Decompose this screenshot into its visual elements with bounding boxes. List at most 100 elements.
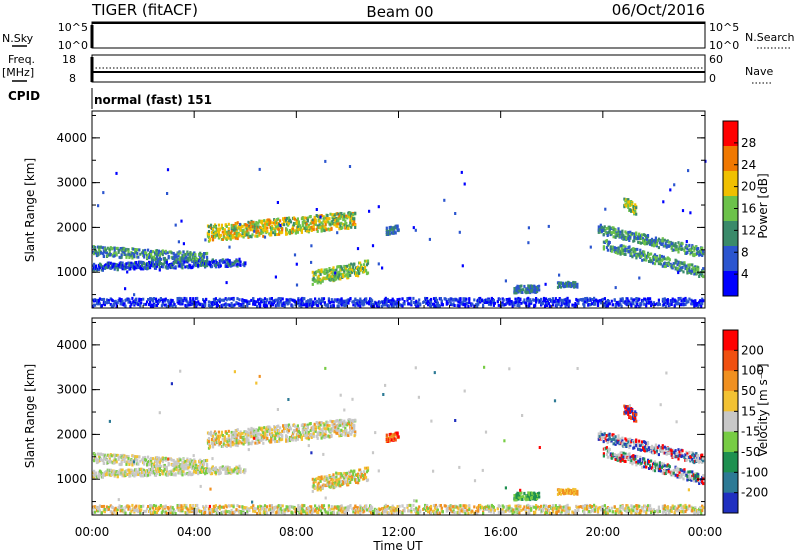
range-gate-cell: [138, 297, 141, 301]
range-gate-cell: [684, 246, 687, 250]
range-gate-cell: [328, 424, 331, 428]
range-gate-cell: [690, 271, 693, 275]
range-gate-cell: [649, 257, 652, 261]
range-gate-cell: [473, 298, 476, 302]
range-gate-cell: [351, 219, 354, 223]
range-gate-cell: [548, 304, 551, 308]
range-gate-cell: [221, 237, 224, 241]
range-gate-cell: [515, 291, 518, 295]
range-gate-cell: [166, 266, 169, 270]
range-gate-cell: [406, 298, 409, 302]
range-gate-cell: [663, 297, 666, 301]
range-gate-cell: [428, 237, 431, 241]
range-gate-cell: [648, 260, 651, 263]
range-gate-cell: [164, 458, 167, 462]
range-gate-cell: [654, 238, 657, 242]
range-gate-cell: [240, 441, 243, 445]
range-gate-cell: [554, 297, 557, 301]
range-gate-cell: [337, 419, 340, 423]
range-gate-cell: [115, 253, 118, 257]
range-gate-cell: [681, 262, 684, 266]
range-gate-cell: [102, 191, 105, 195]
range-gate-cell: [446, 301, 449, 305]
range-gate-cell: [225, 238, 228, 241]
range-gate-cell: [339, 277, 342, 281]
range-gate-cell: [221, 444, 224, 448]
range-gate-cell: [363, 466, 367, 470]
range-gate-cell: [225, 303, 228, 307]
range-gate-cell: [137, 255, 140, 259]
range-gate-cell: [246, 440, 249, 444]
range-gate-cell: [230, 229, 233, 233]
range-gate-cell: [363, 472, 367, 476]
range-gate-cell: [250, 227, 253, 231]
range-gate-cell: [354, 226, 357, 229]
range-gate-cell: [254, 234, 257, 238]
range-gate-cell: [432, 302, 436, 306]
range-gate-cell: [528, 304, 531, 308]
range-gate-cell: [395, 304, 398, 308]
range-gate-cell: [487, 298, 491, 302]
range-gate-cell: [184, 472, 187, 476]
range-gate-cell: [694, 269, 697, 273]
range-gate-cell: [358, 271, 361, 275]
range-gate-cell: [271, 224, 274, 228]
range-gate-cell: [342, 275, 345, 278]
range-gate-cell: [444, 297, 447, 301]
range-gate-cell: [438, 304, 441, 308]
range-gate-cell: [260, 438, 263, 442]
range-gate-cell: [473, 304, 476, 308]
range-gate-cell: [114, 299, 117, 303]
range-gate-cell: [624, 245, 627, 249]
range-gate-cell: [677, 241, 680, 245]
range-gate-cell: [634, 209, 637, 213]
range-gate-cell: [331, 220, 334, 223]
range-gate-cell: [266, 437, 269, 440]
range-gate-cell: [357, 481, 360, 485]
range-gate-cell: [310, 229, 313, 232]
range-gate-cell: [337, 212, 340, 216]
range-gate-cell: [660, 254, 663, 258]
range-gate-cell: [468, 297, 471, 301]
range-gate-cell: [681, 242, 684, 246]
range-gate-cell: [318, 427, 321, 430]
range-gate-cell: [170, 472, 173, 476]
range-gate-cell: [187, 301, 190, 305]
range-gate-cell: [183, 467, 186, 471]
range-gate-cell: [163, 463, 166, 467]
range-gate-cell: [255, 430, 258, 434]
range-gate-cell: [203, 260, 206, 264]
range-gate-cell: [527, 290, 530, 294]
range-gate-cell: [593, 296, 596, 300]
range-gate-cell: [112, 303, 115, 307]
range-gate-cell: [347, 301, 350, 305]
range-gate-cell: [677, 260, 680, 264]
range-gate-cell: [409, 296, 412, 300]
range-gate-cell: [547, 302, 550, 306]
range-gate-cell: [244, 432, 247, 436]
range-gate-cell: [328, 474, 331, 477]
range-gate-cell: [445, 300, 448, 304]
range-gate-cell: [702, 275, 705, 279]
range-gate-cell: [700, 304, 703, 308]
range-gate-cell: [336, 222, 339, 226]
range-gate-cell: [687, 169, 690, 173]
range-gate-cell: [602, 247, 605, 251]
range-gate-cell: [116, 301, 119, 305]
range-gate-cell: [212, 260, 215, 264]
range-gate-cell: [126, 270, 129, 274]
range-gate-cell: [172, 266, 175, 270]
range-gate-cell: [111, 472, 114, 476]
range-gate-cell: [207, 432, 211, 436]
range-gate-cell: [94, 453, 97, 457]
range-gate-cell: [181, 473, 184, 477]
range-gate-cell: [194, 253, 197, 257]
range-gate-cell: [236, 471, 239, 475]
range-gate-cell: [130, 461, 133, 465]
range-gate-cell: [349, 274, 352, 277]
range-gate-cell: [277, 224, 280, 228]
range-gate-cell: [283, 223, 286, 227]
range-gate-cell: [349, 474, 352, 478]
range-gate-cell: [426, 297, 429, 300]
range-gate-cell: [561, 301, 564, 305]
